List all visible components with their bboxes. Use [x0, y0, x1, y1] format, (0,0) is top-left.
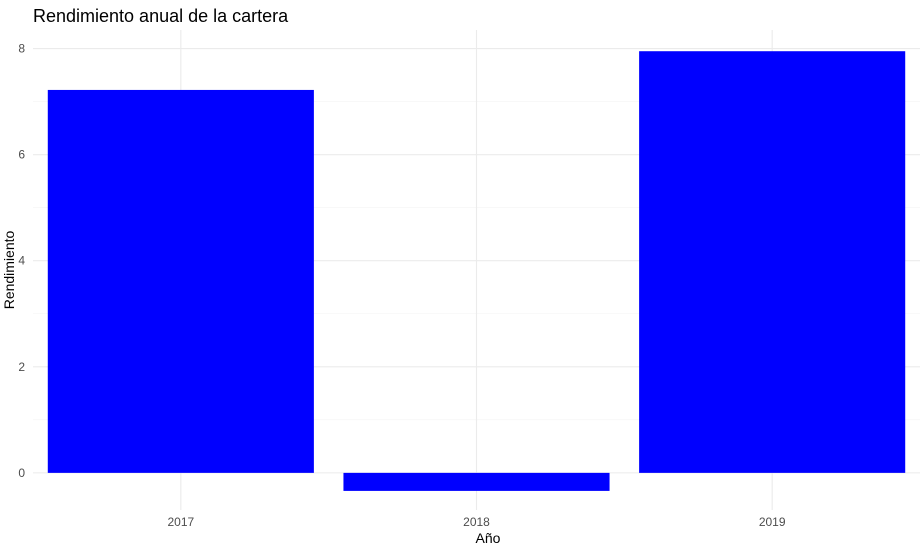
- y-tick-label: 8: [18, 42, 25, 56]
- bar-layer: [47, 51, 906, 491]
- y-tick-label: 4: [18, 254, 25, 268]
- y-tick-label: 2: [18, 360, 25, 374]
- y-axis-title: Rendimiento: [1, 230, 17, 309]
- x-tick-label: 2017: [167, 515, 194, 529]
- x-tick-label: 2019: [759, 515, 786, 529]
- y-tick-label: 6: [18, 148, 25, 162]
- x-tick-label: 2018: [463, 515, 490, 529]
- bar-2019: [639, 51, 906, 473]
- x-axis-title: Año: [476, 530, 501, 546]
- chart-title: Rendimiento anual de la cartera: [33, 6, 289, 26]
- tick-layer: 0 2 4 6 8 2017 2018 2019: [18, 42, 786, 529]
- y-tick-label: 0: [18, 466, 25, 480]
- bar-2018: [343, 472, 610, 491]
- bar-2017: [47, 89, 314, 473]
